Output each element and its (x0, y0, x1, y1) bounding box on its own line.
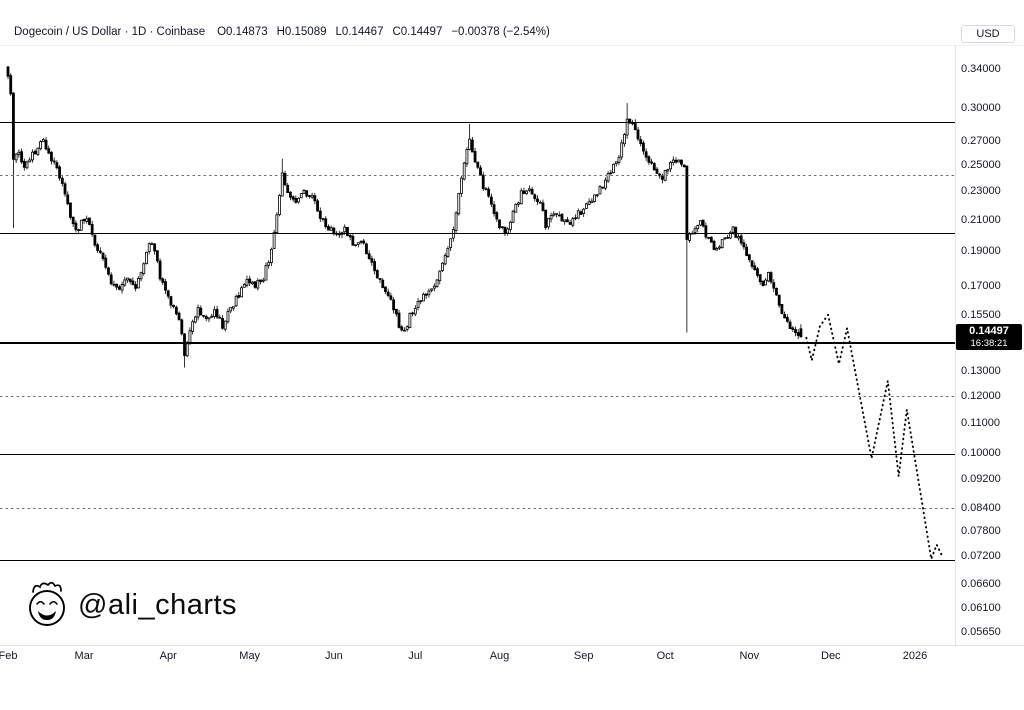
price-tick-label: 0.25000 (961, 159, 1001, 172)
price-tick-label: 0.27000 (961, 134, 1001, 147)
price-tick-label: 0.05650 (961, 626, 1001, 639)
last-price-label: 0.14497 (969, 324, 1009, 337)
chart-legend[interactable]: Dogecoin / US Dollar · 1D · Coinbase O0.1… (14, 26, 559, 38)
time-tick-label: 2026 (902, 650, 928, 662)
currency-toggle-button[interactable]: USD (961, 25, 1015, 43)
price-tick-label: 0.17000 (961, 280, 1001, 293)
time-tick-label: Apr (159, 650, 177, 662)
price-tick-label: 0.09200 (961, 473, 1001, 486)
ohlc-close: C0.14497 (392, 26, 443, 38)
price-axis-separator (955, 45, 956, 645)
time-tick-label: Aug (489, 650, 510, 662)
price-tick-label: 0.23000 (961, 185, 1001, 198)
price-change: −0.00378 (−2.54%) (451, 26, 550, 38)
ohlc-open: O0.14873 (217, 26, 268, 38)
price-tick-label: 0.07200 (961, 550, 1001, 563)
time-axis-separator (0, 645, 1024, 646)
price-tick-label: 0.30000 (961, 101, 1001, 114)
time-tick-label: Mar (74, 650, 94, 662)
price-tick-label: 0.15500 (961, 309, 1001, 322)
time-tick-label: Jun (324, 650, 343, 662)
pane-top-border (0, 45, 1024, 46)
time-tick-label: Sep (573, 650, 594, 662)
ohlc-high: H0.15089 (276, 26, 327, 38)
ali-charts-logo (29, 581, 65, 626)
last-price-badge: 0.14497 16:38:21 (956, 323, 1022, 350)
price-tick-label: 0.06100 (961, 602, 1001, 615)
time-tick-label: May (239, 650, 261, 662)
price-tick-label: 0.10000 (961, 447, 1001, 460)
price-tick-label: 0.07800 (961, 525, 1001, 538)
watermark: @ali_charts (24, 580, 237, 630)
time-axis[interactable]: Feb Mar Apr May Jun Jul Aug Sep Oct Nov Dec 2026 (0, 645, 1024, 673)
price-tick-label: 0.34000 (961, 62, 1001, 75)
watermark-handle: @ali_charts (78, 588, 238, 621)
time-tick-label: Nov (739, 650, 760, 662)
price-tick-label: 0.21000 (961, 213, 1001, 226)
ohlc-low: L0.14467 (335, 26, 384, 38)
symbol-title[interactable]: Dogecoin / US Dollar · 1D · Coinbase (14, 26, 206, 38)
time-tick-label: Jul (408, 650, 423, 662)
price-tick-label: 0.12000 (961, 389, 1001, 402)
price-axis[interactable]: 0.34000 0.30000 0.27000 0.25000 0.23000 0.210… (955, 0, 1024, 710)
time-tick-label: Oct (656, 650, 674, 662)
price-tick-label: 0.06600 (961, 577, 1001, 590)
bar-countdown: 16:38:21 (970, 337, 1008, 349)
time-tick-label: Dec (821, 650, 841, 662)
price-tick-label: 0.19000 (961, 245, 1001, 258)
price-tick-label: 0.08400 (961, 501, 1001, 514)
time-tick-label: Feb (0, 650, 18, 662)
price-tick-label: 0.11000 (961, 417, 1000, 430)
price-tick-label: 0.13000 (961, 364, 1001, 377)
